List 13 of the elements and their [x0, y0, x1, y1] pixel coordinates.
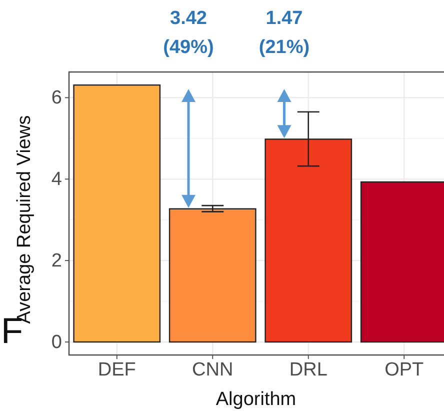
y-tick-label: 4 — [51, 169, 62, 190]
y-tick-label: 0 — [51, 332, 62, 354]
text: 1.47 (21%) — [258, 8, 310, 58]
x-tick-label: DEF — [98, 359, 136, 380]
x-axis-title: Algorithm — [216, 389, 296, 410]
x-tick-label: CNN — [192, 359, 234, 380]
y-tick-label: 2 — [51, 250, 62, 272]
text: 3.42 (49%) — [163, 8, 214, 58]
bar — [73, 84, 161, 343]
x-tick-label: DRL — [289, 359, 328, 380]
bar — [168, 208, 256, 343]
x-tick-label: OPT — [384, 359, 424, 380]
y-tick-label: 6 — [51, 88, 62, 109]
